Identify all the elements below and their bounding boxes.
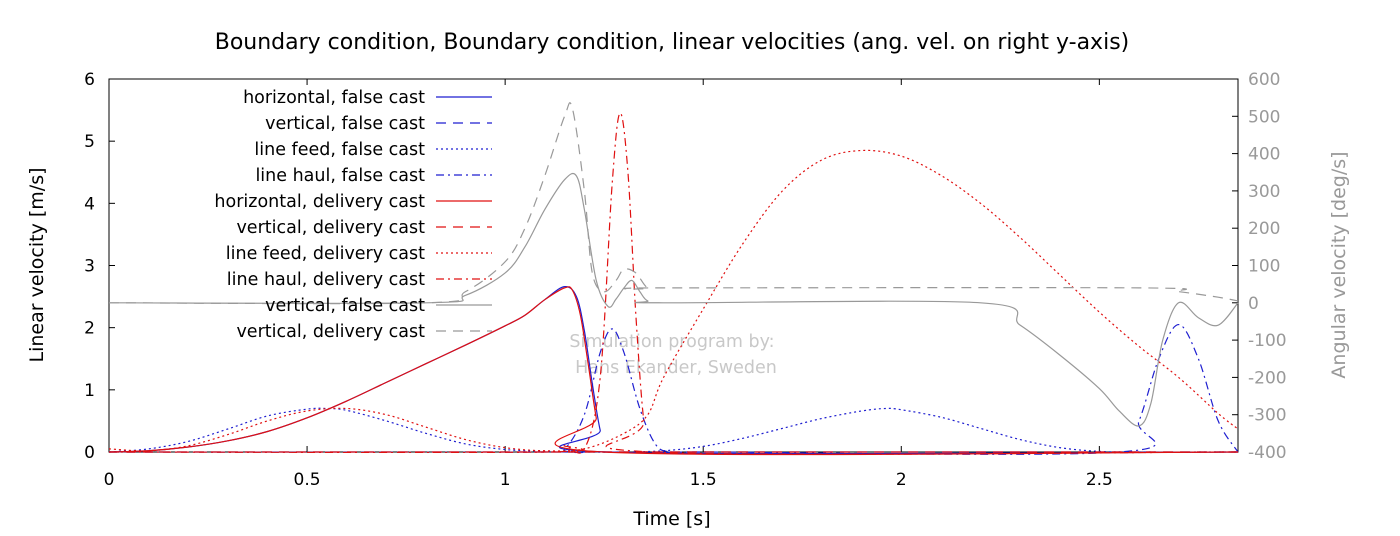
plot-area (108, 78, 1239, 453)
y2-tick-label: 400 (1248, 145, 1280, 165)
series-layer (108, 102, 1239, 456)
y-tick-label: 0 (84, 443, 95, 463)
y-tick-label: 3 (84, 257, 95, 277)
legend-label: vertical, false cast (265, 296, 425, 316)
chart-title: Boundary condition, Boundary condition, … (215, 30, 1130, 55)
series-line (108, 102, 1239, 305)
legend-label: vertical, false cast (265, 114, 425, 134)
series-line (108, 172, 1239, 427)
series-line (108, 286, 1239, 456)
legend-label: line haul, delivery cast (227, 270, 425, 290)
plot-frame (108, 78, 1239, 453)
legend-label: line feed, false cast (254, 140, 425, 160)
watermark-line-2: Hans Ekander, Sweden (575, 358, 777, 378)
y2-tick-label: 0 (1248, 294, 1259, 314)
y2-tick-label: 600 (1248, 70, 1280, 90)
y2-tick-label: 500 (1248, 107, 1280, 127)
y2-tick-label: -300 (1248, 406, 1287, 426)
legend-label: vertical, delivery cast (236, 218, 425, 238)
x-tick-label: 2.5 (1086, 470, 1113, 490)
watermark-line-1: Simulation program by: (569, 332, 774, 352)
y2-tick-label: -200 (1248, 368, 1287, 388)
x-axis-label: Time [s] (632, 508, 710, 530)
y-axis-right: -400 -300 -200 -100 0 100 200 300 400 500 600 (1232, 70, 1287, 463)
legend-label: horizontal, delivery cast (214, 192, 425, 212)
x-tick-label: 1.5 (690, 470, 717, 490)
y2-axis-label: Angular velocity [deg/s] (1328, 151, 1350, 378)
y-axis-label: Linear velocity [m/s] (26, 167, 48, 362)
y2-tick-label: -100 (1248, 331, 1287, 351)
y2-tick-label: 300 (1248, 182, 1280, 202)
y-tick-label: 6 (84, 70, 95, 90)
x-tick-label: 0 (104, 470, 115, 490)
x-axis: 0 0.5 1 1.5 2 2.5 (104, 79, 1113, 490)
y2-tick-label: 100 (1248, 257, 1280, 277)
series-line (108, 407, 1239, 453)
y2-tick-label: -400 (1248, 443, 1287, 463)
legend-label: line haul, false cast (255, 166, 425, 186)
legend-label: vertical, delivery cast (236, 322, 425, 342)
y-tick-label: 4 (84, 194, 95, 214)
y-tick-label: 5 (84, 132, 95, 152)
x-tick-label: 1 (500, 470, 511, 490)
legend: horizontal, false cast vertical, false ca… (214, 88, 492, 342)
y-tick-label: 2 (84, 319, 95, 339)
y-tick-label: 1 (84, 381, 95, 401)
y2-tick-label: 200 (1248, 219, 1280, 239)
x-tick-label: 0.5 (294, 470, 321, 490)
series-line (108, 112, 1239, 455)
watermark: Simulation program by: Hans Ekander, Swe… (569, 332, 776, 378)
legend-label: horizontal, false cast (243, 88, 425, 108)
y-axis-left: 0 1 2 3 4 5 6 (84, 70, 115, 463)
legend-label: line feed, delivery cast (226, 244, 425, 264)
x-tick-label: 2 (896, 470, 907, 490)
